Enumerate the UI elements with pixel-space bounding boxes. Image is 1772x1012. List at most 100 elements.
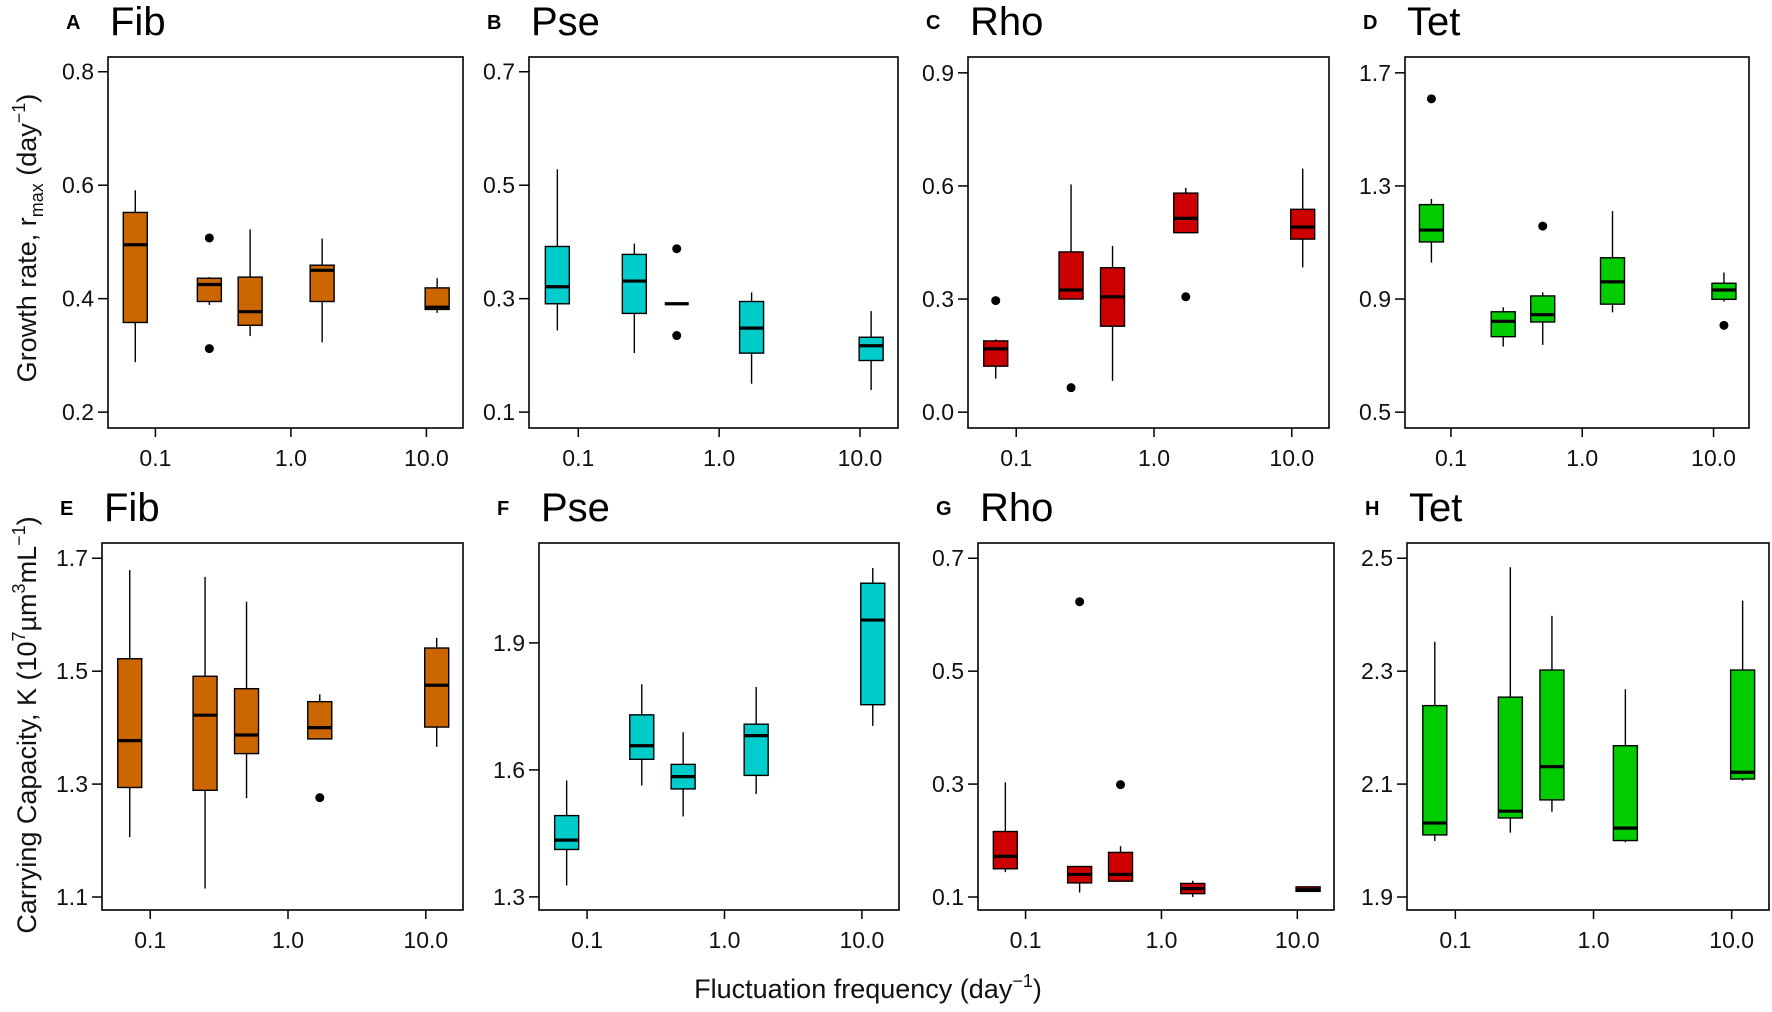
iqr-box — [1490, 311, 1516, 338]
y-tick-label: 1.6 — [493, 757, 525, 783]
panel-title: Tet — [1409, 486, 1462, 530]
ylabel-top-main: Growth rate, r — [12, 217, 42, 382]
iqr-box — [117, 658, 143, 789]
ylabel-bottom-ml: mL — [12, 546, 42, 584]
x-tick-label: 10.0 — [403, 927, 448, 953]
iqr-box — [1418, 203, 1445, 243]
box-0.25 — [196, 233, 223, 354]
box-0.25 — [1058, 184, 1084, 393]
iqr-box — [743, 723, 769, 777]
y-tick-label: 1.9 — [493, 630, 525, 656]
y-tick-label: 1.5 — [56, 658, 88, 684]
x-tick-label: 1.0 — [275, 445, 307, 471]
y-tick-label: 2.5 — [1361, 545, 1393, 571]
plot-frame — [977, 542, 1335, 911]
y-tick-label: 0.8 — [62, 59, 94, 85]
ylabel-bottom-sup-cubed: 3 — [9, 583, 29, 593]
y-tick-label: 1.9 — [1361, 884, 1393, 910]
x-tick-label: 1.0 — [1566, 445, 1598, 471]
outlier-point — [1538, 221, 1548, 231]
box-0.5 — [664, 244, 689, 341]
x-tick-label: 1.0 — [1578, 927, 1610, 953]
box-0.5 — [1099, 245, 1126, 381]
box-0.071 — [117, 570, 143, 838]
outlier-point — [991, 296, 1001, 306]
y-tick-label: 0.3 — [483, 286, 515, 312]
y-tick-label: 1.3 — [1359, 173, 1391, 199]
iqr-box — [237, 276, 263, 327]
box-1.7 — [738, 292, 765, 384]
ylabel-bottom-end: ) — [12, 516, 42, 525]
y-tick-label: 2.3 — [1361, 658, 1393, 684]
x-tick-label: 10.0 — [1275, 927, 1320, 953]
box-0.5 — [1530, 221, 1556, 345]
iqr-box — [1107, 851, 1134, 882]
x-tick-label: 0.1 — [134, 927, 166, 953]
iqr-box — [992, 830, 1019, 870]
box-12 — [424, 637, 450, 747]
ylabel-top-superscript: −1 — [9, 103, 29, 124]
y-tick-label: 0.7 — [483, 59, 515, 85]
box-0.071 — [992, 782, 1019, 873]
box-0.25 — [1497, 567, 1524, 833]
outlier-point — [204, 233, 214, 243]
y-tick-label: 0.5 — [483, 172, 515, 198]
ylabel-top-subscript: max — [27, 183, 47, 217]
outlier-point — [1075, 597, 1085, 607]
y-tick-label: 0.1 — [932, 884, 964, 910]
x-tick-label: 0.1 — [1000, 445, 1032, 471]
outlier-point — [1181, 292, 1191, 302]
iqr-box — [307, 700, 333, 740]
y-tick-label: 0.7 — [932, 545, 964, 571]
x-tick-label: 1.0 — [272, 927, 304, 953]
iqr-box — [1729, 669, 1756, 780]
y-tick-label: 0.3 — [932, 771, 964, 797]
outlier-point — [1066, 383, 1076, 393]
panel-g: G Rho 0.1 0.3 0.5 0.7 0.1 1.0 10.0 — [932, 486, 1335, 953]
box-12 — [860, 567, 886, 726]
y-tick-label: 1.1 — [56, 884, 88, 910]
panel-letter: H — [1365, 498, 1379, 520]
plot-frame — [528, 56, 899, 429]
box-0.5 — [1107, 780, 1134, 882]
box-0.071 — [122, 190, 148, 363]
x-axis-label: Fluctuation frequency (day−1) — [694, 971, 1042, 1004]
x-tick-label: 10.0 — [1691, 445, 1736, 471]
iqr-box — [196, 277, 223, 303]
panel-d: D Tet 0.5 0.9 1.3 1.7 0.1 1.0 10.0 — [1359, 0, 1750, 471]
panel-title: Rho — [980, 486, 1053, 530]
ylabel-top-end: ) — [12, 94, 42, 103]
box-0.5 — [237, 229, 263, 337]
box-1.7 — [1173, 187, 1199, 302]
panel-title: Rho — [970, 0, 1043, 44]
y-tick-label: 1.3 — [493, 884, 525, 910]
ylabel-bottom-main: Carrying Capacity, K (10 — [12, 642, 42, 934]
y-tick-label: 0.3 — [922, 286, 954, 312]
panel-title: Fib — [104, 486, 160, 530]
y-tick-label: 0.4 — [62, 286, 94, 312]
iqr-box — [621, 253, 648, 315]
panel-f: F Pse 1.3 1.6 1.9 0.1 1.0 10.0 — [493, 486, 900, 953]
iqr-box — [1058, 251, 1084, 300]
box-0.071 — [1418, 94, 1445, 263]
xlabel-main: Fluctuation frequency (day — [694, 974, 1013, 1004]
outlier-point — [672, 244, 682, 254]
box-0.071 — [1422, 641, 1448, 842]
ylabel-bottom-sup-inverse: −1 — [9, 525, 29, 546]
y-tick-label: 1.7 — [1359, 60, 1391, 86]
x-tick-label: 0.1 — [1010, 927, 1042, 953]
iqr-box — [1539, 669, 1565, 801]
panel-letter: C — [926, 12, 940, 34]
box-12 — [424, 278, 450, 313]
y-axis-label-growth-rate: Growth rate, rmax (day−1) — [9, 94, 47, 383]
panel-letter: E — [60, 498, 73, 520]
y-tick-label: 0.5 — [932, 658, 964, 684]
box-0.25 — [192, 576, 218, 889]
xlabel-end: ) — [1033, 974, 1042, 1004]
y-tick-label: 2.1 — [1361, 771, 1393, 797]
outlier-point — [204, 344, 214, 354]
box-12 — [1290, 168, 1316, 268]
x-tick-label: 1.0 — [1138, 445, 1170, 471]
x-tick-label: 10.0 — [1269, 445, 1314, 471]
panels: A Fib 0.2 0.4 0.6 0.8 0.1 1.0 10.0 B Pse 0.1 0.3 0.5 0… — [56, 0, 1770, 953]
